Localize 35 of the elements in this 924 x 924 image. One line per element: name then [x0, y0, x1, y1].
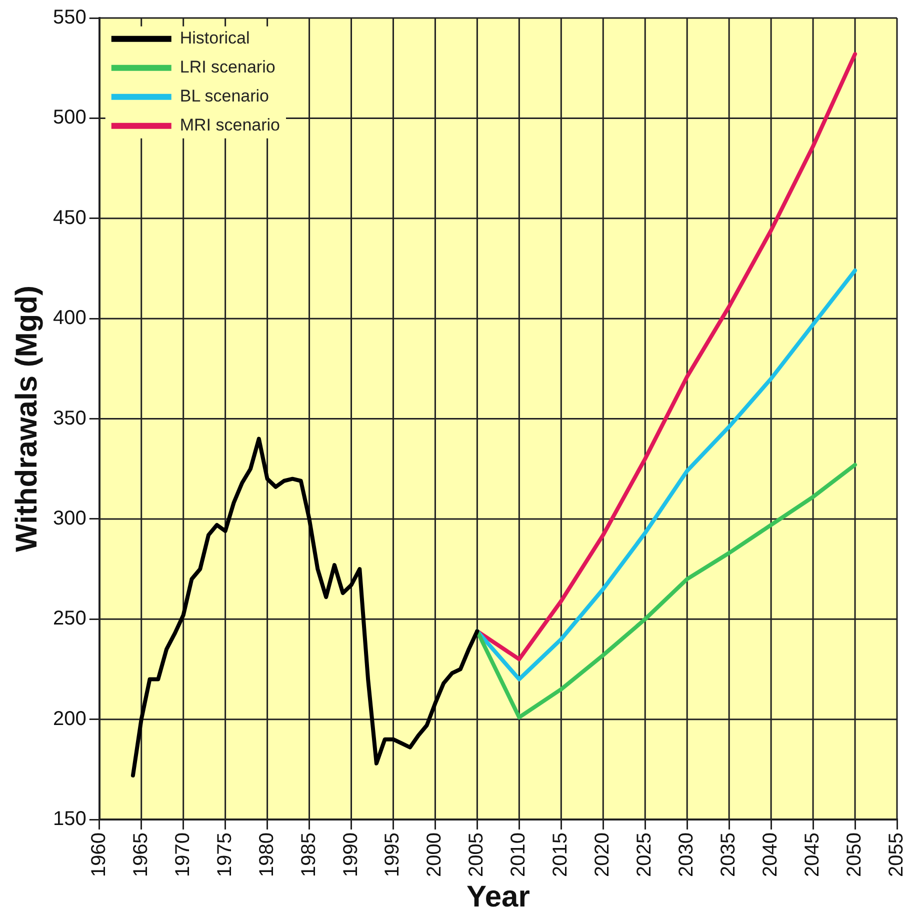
y-tick-label: 450 — [52, 206, 86, 229]
x-tick-label: 2055 — [886, 832, 908, 878]
y-tick-label: 250 — [52, 608, 86, 630]
x-tick-label: 1980 — [256, 832, 278, 878]
legend-label: LRI scenario — [180, 58, 276, 77]
x-tick-label: 2010 — [508, 832, 530, 878]
y-tick-label: 550 — [52, 6, 86, 29]
x-tick-label: 2040 — [760, 832, 782, 878]
y-tick-label: 300 — [52, 507, 86, 530]
x-tick-label: 1975 — [214, 832, 236, 878]
y-tick-label: 350 — [52, 407, 86, 430]
x-tick-label: 2015 — [550, 832, 572, 878]
x-tick-label: 2035 — [718, 832, 740, 878]
x-tick-label: 1965 — [130, 832, 152, 878]
x-tick-label: 1970 — [172, 832, 194, 878]
x-tick-label: 1990 — [340, 832, 362, 878]
x-tick-label: 2020 — [592, 832, 614, 878]
legend-label: MRI scenario — [180, 116, 280, 135]
y-tick-label: 150 — [52, 808, 86, 830]
legend-label: Historical — [180, 28, 250, 48]
x-tick-label: 1995 — [382, 832, 404, 878]
x-tick-label: 2045 — [802, 832, 824, 878]
x-tick-label: 2030 — [676, 832, 698, 878]
x-tick-label: 2005 — [466, 832, 488, 878]
y-tick-label: 200 — [52, 708, 86, 730]
x-tick-label: 2000 — [424, 832, 446, 878]
x-axis-title: Year — [466, 880, 530, 914]
x-tick-label: 2025 — [634, 832, 656, 878]
y-tick-label: 400 — [52, 307, 86, 330]
y-tick-label: 500 — [52, 106, 86, 129]
x-tick-label: 1985 — [298, 832, 320, 878]
legend-label: BL scenario — [180, 86, 270, 106]
y-axis-title: Withdrawals (Mgd) — [10, 286, 44, 552]
x-tick-label: 1960 — [88, 832, 110, 878]
x-tick-label: 2050 — [844, 832, 866, 878]
